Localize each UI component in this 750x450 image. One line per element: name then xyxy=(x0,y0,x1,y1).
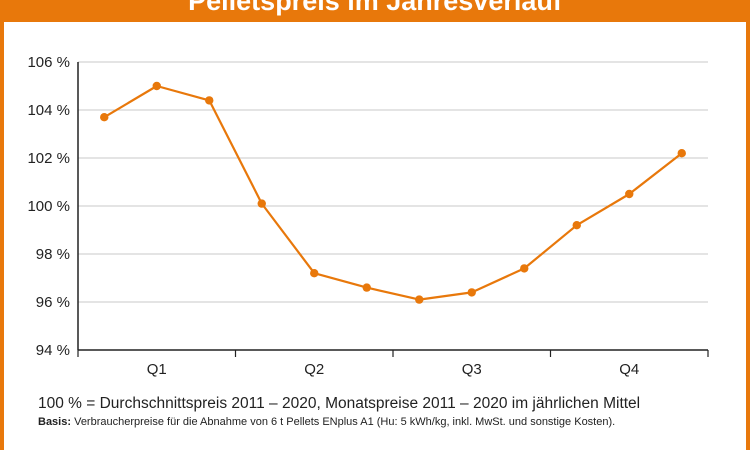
data-point xyxy=(100,113,109,122)
x-tick-label: Q4 xyxy=(619,361,639,378)
y-tick-label: 94 % xyxy=(36,342,70,359)
footnote-basis: Basis: Verbraucherpreise für die Abnahme… xyxy=(38,416,615,428)
data-point xyxy=(520,264,529,273)
y-tick-label: 106 % xyxy=(27,54,70,71)
data-point xyxy=(677,149,686,158)
data-point xyxy=(572,221,581,230)
footnote-main: 100 % = Durchschnittspreis 2011 – 2020, … xyxy=(38,395,641,412)
series-line xyxy=(103,84,683,301)
data-point xyxy=(467,288,476,297)
data-point xyxy=(152,81,161,91)
footnote-basis-label: Basis: xyxy=(38,416,72,428)
data-point xyxy=(415,295,424,304)
y-tick-label: 98 % xyxy=(36,246,70,263)
x-tick-label: Q2 xyxy=(304,361,324,378)
data-point xyxy=(625,189,634,199)
x-tick-label: Q3 xyxy=(462,361,482,378)
y-tick-label: 102 % xyxy=(27,150,70,167)
y-tick-label: 104 % xyxy=(27,102,70,119)
chart-title: Pelletspreis im Jahresverlauf xyxy=(188,0,562,16)
footnote-basis-text: Verbraucherpreise für die Abnahme von 6 … xyxy=(71,416,616,428)
line-chart: 94 % 96 % 98 % 100 % 102 % 104 % 106 % Q1 Q2 Q3 Q4 xyxy=(27,54,709,378)
data-point xyxy=(310,269,319,278)
y-tick-label: 96 % xyxy=(36,294,70,311)
title-bar: Pelletspreis im Jahresverlauf xyxy=(0,0,750,22)
data-point xyxy=(362,283,371,292)
y-tick-label: 100 % xyxy=(27,198,70,215)
data-point xyxy=(257,199,266,208)
x-tick-label: Q1 xyxy=(147,361,167,378)
data-point xyxy=(205,96,214,105)
